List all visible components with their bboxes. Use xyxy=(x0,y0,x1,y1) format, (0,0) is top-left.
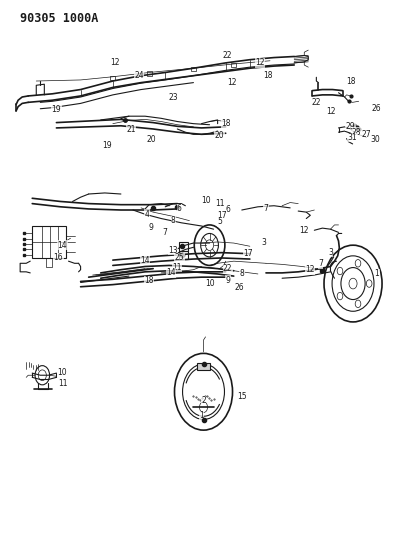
Text: 18: 18 xyxy=(221,119,231,128)
Text: 28: 28 xyxy=(352,128,361,136)
Text: 18: 18 xyxy=(263,71,273,80)
Text: 1: 1 xyxy=(374,269,379,278)
Text: 10: 10 xyxy=(201,196,210,205)
Text: 14: 14 xyxy=(58,241,67,249)
Text: 12: 12 xyxy=(326,108,335,116)
Text: 10: 10 xyxy=(205,279,214,288)
Text: 22: 22 xyxy=(223,51,233,60)
Text: 7: 7 xyxy=(264,204,268,213)
Text: 8: 8 xyxy=(171,216,176,225)
Text: 7: 7 xyxy=(163,228,168,237)
Text: 15: 15 xyxy=(237,392,247,401)
Bar xyxy=(179,242,188,251)
Text: 9: 9 xyxy=(149,223,154,231)
Text: 11: 11 xyxy=(172,263,182,271)
Text: 4: 4 xyxy=(145,210,150,219)
Text: 19: 19 xyxy=(52,105,61,114)
Text: 12: 12 xyxy=(227,78,237,87)
Text: 29: 29 xyxy=(346,122,355,131)
Text: 19: 19 xyxy=(102,141,112,150)
Text: 20: 20 xyxy=(215,132,224,140)
Text: 18: 18 xyxy=(144,277,154,285)
Text: 30: 30 xyxy=(370,135,380,144)
Text: 13: 13 xyxy=(168,246,178,255)
Text: 1: 1 xyxy=(199,411,204,420)
Text: 9: 9 xyxy=(225,276,230,285)
Bar xyxy=(197,363,210,370)
Text: 7: 7 xyxy=(318,260,323,268)
Text: 31: 31 xyxy=(348,133,357,142)
Text: 22: 22 xyxy=(223,264,233,273)
Text: 6: 6 xyxy=(177,205,182,213)
Text: 18: 18 xyxy=(346,77,355,86)
Text: 23: 23 xyxy=(168,93,178,101)
Text: 25: 25 xyxy=(174,253,184,262)
Text: 21: 21 xyxy=(126,125,136,134)
Text: 3: 3 xyxy=(262,238,266,247)
Text: 27: 27 xyxy=(362,130,372,139)
Text: 11: 11 xyxy=(215,199,224,208)
Text: 12: 12 xyxy=(305,265,315,274)
Text: 22: 22 xyxy=(312,98,321,107)
Text: 12: 12 xyxy=(299,226,309,235)
Text: 12: 12 xyxy=(110,59,120,67)
Text: 8: 8 xyxy=(239,269,244,278)
Text: 14: 14 xyxy=(166,269,176,277)
Text: 3: 3 xyxy=(328,248,333,256)
Text: 14: 14 xyxy=(140,256,150,264)
Text: 26: 26 xyxy=(235,283,245,292)
Text: 6: 6 xyxy=(225,205,230,214)
Bar xyxy=(110,76,115,80)
Bar xyxy=(179,251,188,259)
Text: 24: 24 xyxy=(134,71,144,80)
Bar xyxy=(231,63,236,67)
Bar xyxy=(32,226,66,258)
Bar xyxy=(191,67,196,71)
Text: 17: 17 xyxy=(243,249,253,257)
Text: 16: 16 xyxy=(54,253,63,262)
Bar xyxy=(147,71,152,76)
Text: 17: 17 xyxy=(217,211,226,220)
Text: 20: 20 xyxy=(146,135,156,144)
Text: 5: 5 xyxy=(217,217,222,226)
Text: 10: 10 xyxy=(58,368,67,376)
Text: 11: 11 xyxy=(58,379,67,388)
Text: 2: 2 xyxy=(201,397,206,405)
Text: 12: 12 xyxy=(255,59,265,67)
Text: 26: 26 xyxy=(372,104,382,113)
Text: 90305 1000A: 90305 1000A xyxy=(20,12,98,25)
